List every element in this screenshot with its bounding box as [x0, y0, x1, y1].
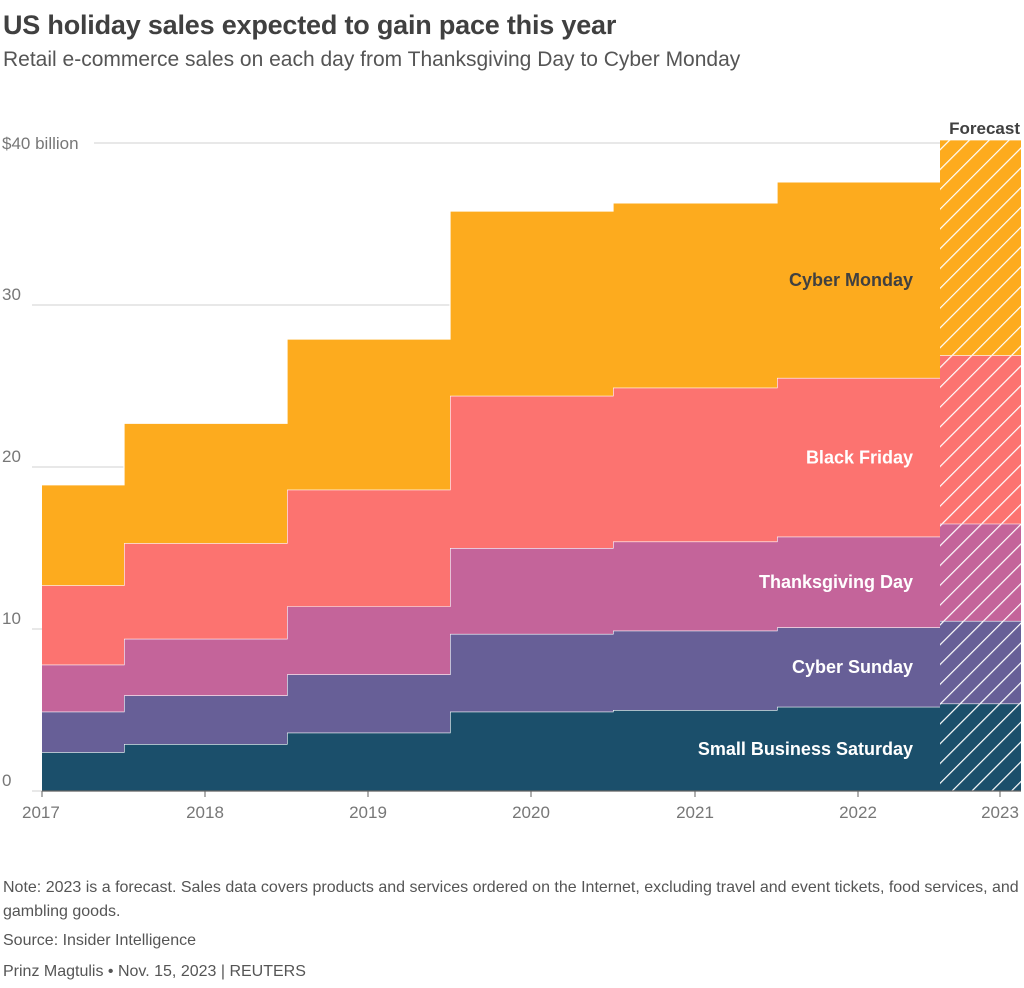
forecast-hatch	[940, 139, 1021, 356]
area-thanksgiving-day	[42, 536, 940, 712]
forecast-hatch	[940, 620, 1021, 704]
series-label: Small Business Saturday	[698, 739, 913, 759]
chart-subtitle: Retail e-commerce sales on each day from…	[3, 48, 741, 71]
series-label: Cyber Monday	[789, 270, 913, 290]
series-label: Black Friday	[806, 447, 913, 467]
forecast-label: Forecast	[949, 119, 1020, 138]
forecast-hatch	[940, 523, 1021, 621]
forecast-hatch	[940, 703, 1021, 791]
source-line: Source: Insider Intelligence	[3, 932, 196, 949]
series-boundary-line	[42, 181, 940, 486]
area-black-friday	[42, 377, 940, 665]
y-tick-label: 20	[2, 447, 21, 466]
x-tick-label: 2019	[349, 803, 387, 822]
area-cyber-monday	[42, 181, 940, 586]
byline: Prinz Magtulis • Nov. 15, 2023 | REUTERS	[3, 963, 306, 980]
y-tick-label: 30	[2, 285, 21, 304]
x-tick-label: 2022	[839, 803, 877, 822]
x-tick-label: 2020	[512, 803, 550, 822]
series-label: Thanksgiving Day	[759, 572, 913, 592]
area-small-business-saturday	[42, 706, 940, 791]
forecast-hatch	[940, 355, 1021, 524]
chart-title: US holiday sales expected to gain pace t…	[3, 10, 617, 40]
stacked-area-chart: Forecast Small Business Saturday Cyber Sun…	[2, 119, 1021, 822]
x-tick-label: 2021	[676, 803, 714, 822]
footnote: Note: 2023 is a forecast. Sales data cov…	[3, 879, 1019, 920]
x-tick-label: 2018	[186, 803, 224, 822]
series-label: Cyber Sunday	[792, 657, 913, 677]
x-tick-label: 2017	[22, 803, 60, 822]
y-tick-label: 10	[2, 609, 21, 628]
x-tick-label: 2023	[981, 803, 1019, 822]
y-tick-label: 0	[2, 771, 11, 790]
area-cyber-sunday	[42, 627, 940, 753]
y-tick-label: $40 billion	[2, 134, 79, 153]
